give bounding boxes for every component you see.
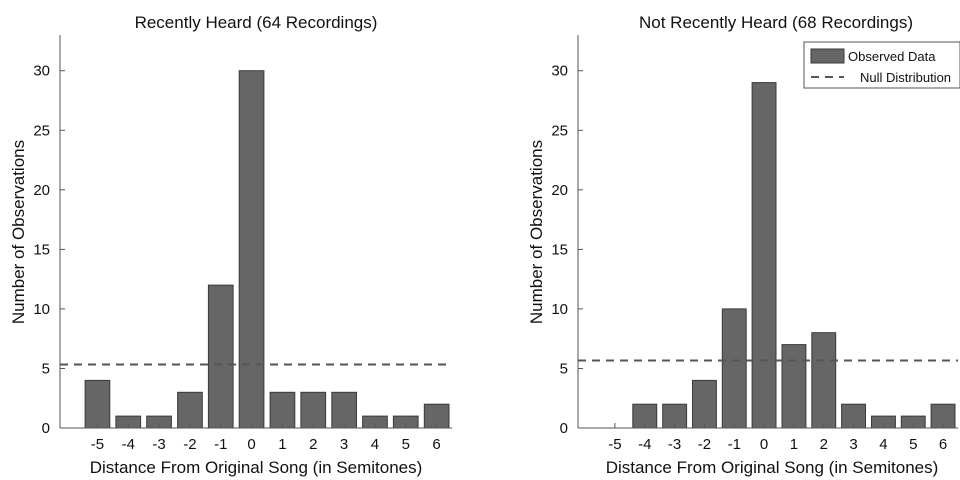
legend-swatch-observed <box>810 48 845 64</box>
bar--2 <box>177 391 203 429</box>
y-tick-label: 25 <box>33 122 50 139</box>
x-tick-label: 4 <box>879 436 887 453</box>
x-tick-label: 0 <box>247 436 255 453</box>
x-tick-label: -2 <box>698 436 711 453</box>
x-axis-label: Distance From Original Song (in Semitone… <box>90 458 423 477</box>
legend-entry-null-distribution: Null Distribution <box>860 70 951 85</box>
x-tick-label: -2 <box>183 436 196 453</box>
x-tick-label: 5 <box>402 436 410 453</box>
x-tick-label: -1 <box>214 436 227 453</box>
x-tick-label: 4 <box>371 436 379 453</box>
x-tick-label: 5 <box>909 436 917 453</box>
x-tick-label: -3 <box>152 436 165 453</box>
y-tick-label: 30 <box>551 63 568 80</box>
x-tick-label: 0 <box>760 436 768 453</box>
x-tick-label: -5 <box>91 436 104 453</box>
y-tick-label: 10 <box>33 301 50 318</box>
bar-2 <box>811 332 837 429</box>
x-tick-label: 6 <box>432 436 440 453</box>
bar-1 <box>269 391 296 429</box>
x-tick-label: 1 <box>278 436 286 453</box>
x-tick-label: 3 <box>849 436 857 453</box>
y-tick-label: 25 <box>551 122 568 139</box>
chart-panel-recently-heard: Recently Heard (64 Recordings) Number of… <box>9 13 452 477</box>
y-axis-label: Number of Observations <box>527 140 546 324</box>
bar-1 <box>781 344 807 429</box>
x-tick-label: 1 <box>790 436 798 453</box>
y-tick-label: 5 <box>42 361 50 378</box>
chart-panel-not-recently-heard: Not Recently Heard (68 Recordings) Numbe… <box>527 13 960 477</box>
plot-area: 0 5 10 15 20 25 30 -5 -4 -3 -2 -1 0 1 2 3 4 5 6 <box>33 35 452 453</box>
x-tick-label: -3 <box>668 436 681 453</box>
y-tick-label: 20 <box>551 182 568 199</box>
y-tick-label: 15 <box>551 241 568 258</box>
x-tick-label: -1 <box>728 436 741 453</box>
bar--2 <box>692 379 717 429</box>
y-tick-label: 20 <box>33 182 50 199</box>
x-tick-label: 2 <box>820 436 828 453</box>
y-tick-label: 15 <box>33 241 50 258</box>
bar-0 <box>751 82 777 429</box>
x-tick-label: 2 <box>309 436 317 453</box>
y-tick-label: 30 <box>33 63 50 80</box>
x-axis-label: Distance From Original Song (in Semitone… <box>606 458 939 477</box>
y-tick-label: 0 <box>560 420 568 437</box>
x-tick-label: -4 <box>638 436 651 453</box>
bar-0 <box>238 70 265 429</box>
legend: Observed Data Null Distribution <box>803 41 960 89</box>
legend-entry-observed-data: Observed Data <box>848 49 936 64</box>
x-tick-label: -4 <box>122 436 135 453</box>
bar--1 <box>721 308 747 429</box>
plot-area: 0 5 10 15 20 25 30 -5 -4 -3 -2 -1 0 1 2 3 4 5 6 <box>551 35 958 453</box>
chart-title: Not Recently Heard (68 Recordings) <box>639 13 913 32</box>
y-tick-label: 5 <box>560 361 568 378</box>
y-tick-label: 0 <box>42 420 50 437</box>
bar--1 <box>207 284 234 429</box>
y-axis-label: Number of Observations <box>9 140 28 324</box>
bar-3 <box>331 391 357 429</box>
x-tick-label: 3 <box>340 436 348 453</box>
bar-2 <box>300 391 327 429</box>
x-tick-label: -5 <box>608 436 621 453</box>
bar--5 <box>84 379 111 429</box>
x-tick-label: 6 <box>939 436 947 453</box>
y-tick-label: 10 <box>551 301 568 318</box>
chart-title: Recently Heard (64 Recordings) <box>135 13 378 32</box>
